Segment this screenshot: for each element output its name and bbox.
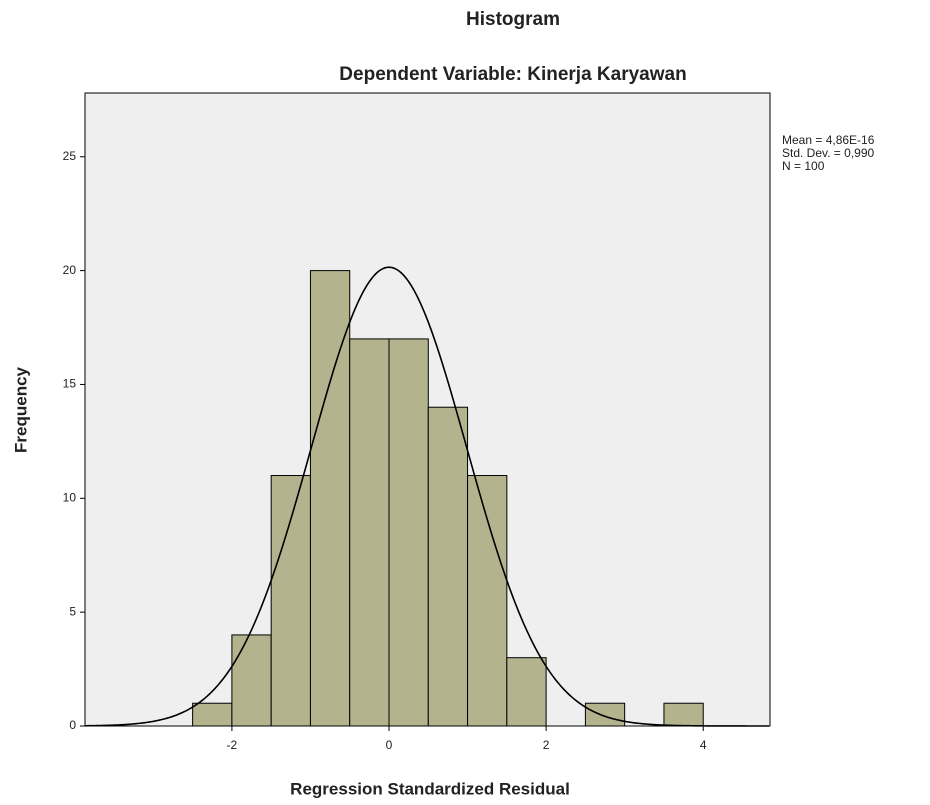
bar xyxy=(349,338,390,727)
bar xyxy=(309,270,351,727)
y-tick-label: 25 xyxy=(63,149,77,163)
y-tick-label: 5 xyxy=(69,604,76,618)
bar xyxy=(231,634,272,727)
y-tick-label: 10 xyxy=(63,490,77,504)
chart-subtitle: Dependent Variable: Kinerja Karyawan xyxy=(339,64,686,85)
x-tick-label: 0 xyxy=(386,738,393,752)
bar xyxy=(584,702,626,727)
x-tick-label: -2 xyxy=(227,738,238,752)
y-tick-label: 0 xyxy=(69,718,76,732)
x-tick-label: 4 xyxy=(700,738,707,752)
bar xyxy=(427,406,469,727)
y-tick-label: 20 xyxy=(63,263,77,277)
stats-label: Std. Dev. = 0,990 xyxy=(782,146,874,160)
plot-frame xyxy=(84,92,771,727)
y-axis-label: Frequency xyxy=(11,366,30,453)
bar xyxy=(663,702,704,727)
bar xyxy=(270,475,311,727)
stats-label: Mean = 4,86E-16 xyxy=(782,133,875,147)
y-tick-label: 15 xyxy=(63,377,77,391)
chart-title: Histogram xyxy=(466,9,560,30)
bar xyxy=(192,702,233,727)
bar xyxy=(506,657,547,727)
x-tick-label: 2 xyxy=(543,738,550,752)
bar xyxy=(388,338,429,727)
normal-curve xyxy=(84,266,769,727)
x-axis-label: Regression Standardized Residual xyxy=(290,779,570,798)
bar xyxy=(467,475,508,727)
stats-label: N = 100 xyxy=(782,159,825,173)
